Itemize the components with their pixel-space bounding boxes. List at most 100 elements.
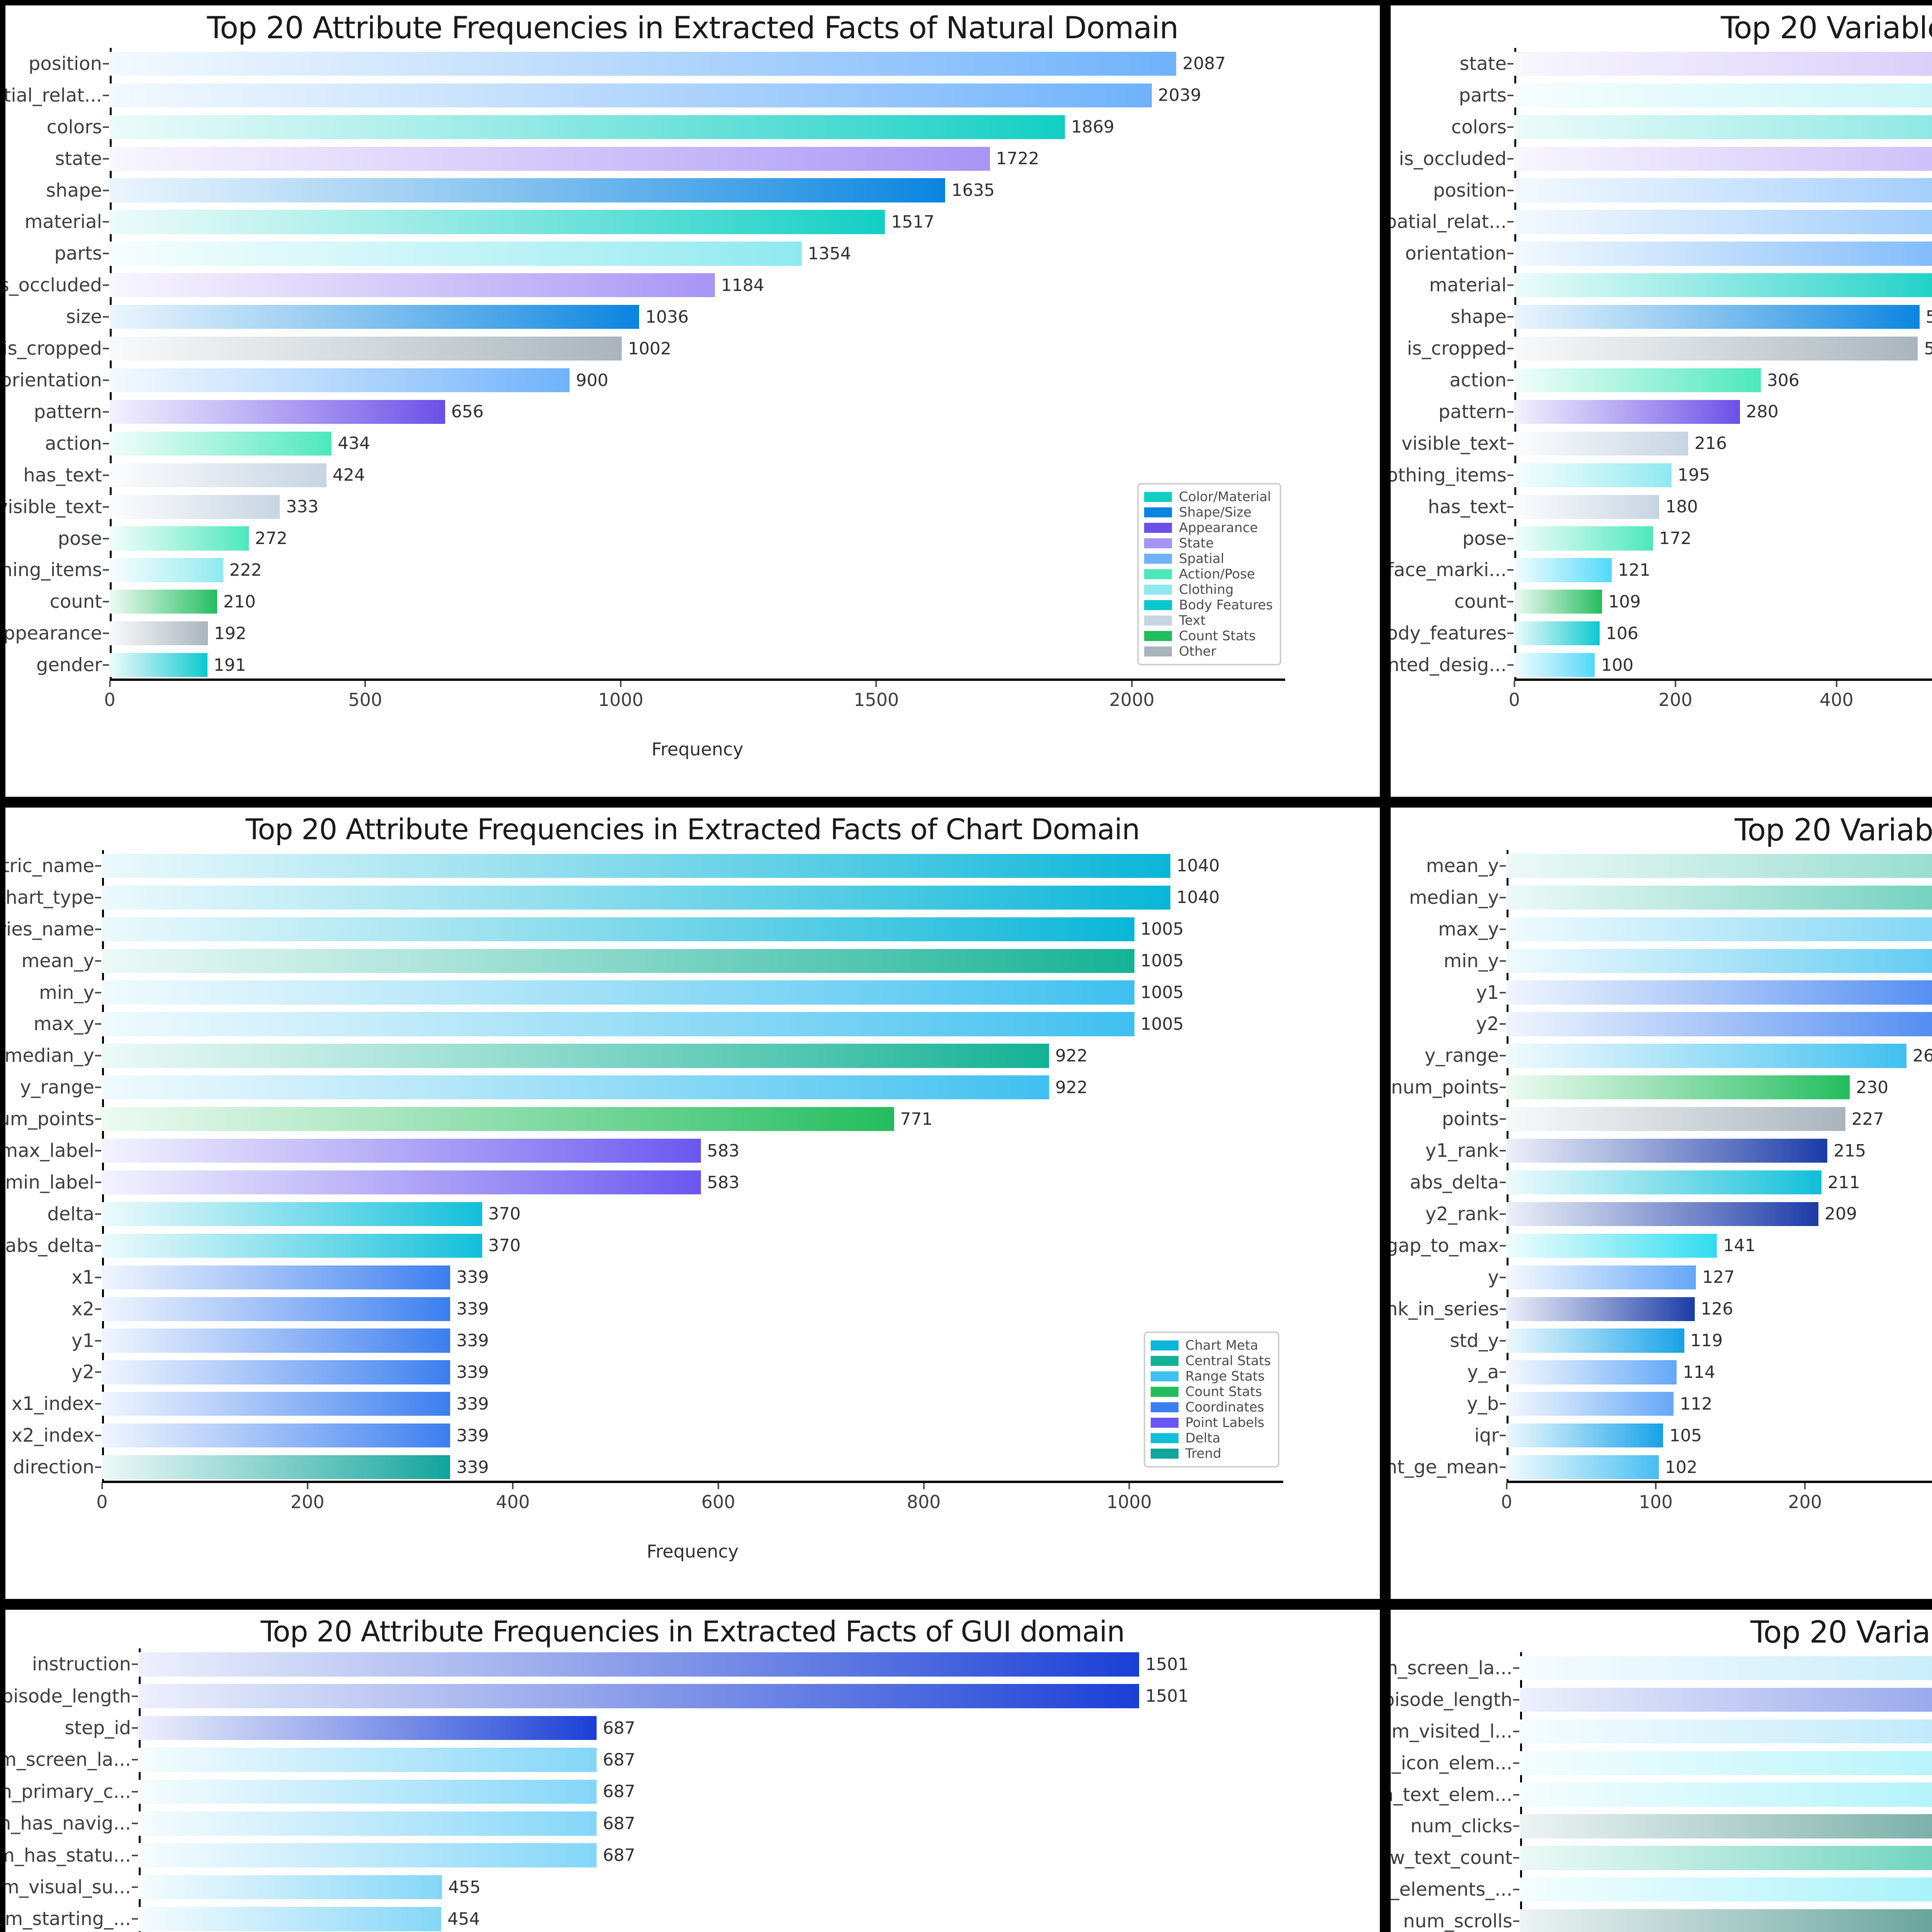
bar-row: max_y 1005 [34, 1009, 1283, 1040]
bar-row: num_scrolls 249 [1403, 1905, 1932, 1932]
category-label: y2 [71, 1361, 94, 1383]
legend-label: State [1179, 536, 1214, 551]
chart-panel-natural-vpir: Top 20 Variables Used in VPIR of Natural… [1385, 0, 1932, 802]
bar-row: is_occluded 924 [1399, 143, 1932, 175]
bar-container: 230 [1507, 1071, 1932, 1103]
y-tick-mark [1500, 1118, 1506, 1120]
x-tick-mark [1804, 1483, 1806, 1489]
bar-value-label: 339 [456, 1425, 489, 1446]
bar [110, 368, 570, 393]
bar-value-label: 454 [447, 1909, 480, 1929]
y-tick-mark [1507, 348, 1514, 350]
x-tick-mark [1131, 681, 1133, 687]
legend-label: Other [1179, 644, 1216, 659]
x-tick-mark [620, 681, 622, 687]
y-tick-mark [1507, 189, 1514, 191]
bar-row: num_points 771 [5, 1103, 1283, 1135]
y-tick-mark [1507, 664, 1514, 666]
category-label: y1_rank [1425, 1140, 1499, 1162]
bar [102, 1138, 701, 1163]
bar [1514, 621, 1600, 646]
legend-color-swatch [1144, 600, 1172, 610]
y-tick-mark [1513, 1825, 1519, 1827]
x-tick-mark [1514, 681, 1515, 687]
x-tick-mark [1674, 681, 1676, 687]
y-tick-mark [1500, 1403, 1506, 1405]
bar-container: 1248 [1514, 48, 1932, 80]
bar [139, 1811, 597, 1836]
category-label: material [1429, 274, 1507, 296]
legend-item: Count Stats [1144, 628, 1273, 644]
bar [102, 1423, 451, 1448]
bar [110, 526, 249, 551]
category-label: max_y [34, 1013, 94, 1035]
bar-value-label: 222 [229, 560, 262, 580]
y-axis-line [110, 48, 112, 681]
bar-container: 309 [1520, 1747, 1932, 1779]
bar [110, 400, 445, 424]
bar-container: 263 [1520, 1842, 1932, 1874]
bar-container: 1002 [110, 333, 1285, 364]
bar-row: action 306 [1449, 364, 1932, 396]
bar-row: body_features 106 [1391, 617, 1932, 649]
y-tick-mark [103, 601, 109, 603]
legend-color-swatch [1144, 492, 1172, 502]
bar-row: visible_text 333 [5, 491, 1285, 523]
bar-value-label: 1005 [1140, 1014, 1184, 1034]
bar-container: 333 [110, 491, 1285, 523]
bar-value-label: 211 [1827, 1172, 1860, 1192]
category-label: mean_y [21, 950, 94, 972]
x-tick-mark [1655, 1483, 1657, 1489]
chart-title: Top 20 Variables Used in VPIR of Chart D… [1735, 813, 1932, 848]
x-tick-label: 0 [1501, 1492, 1512, 1512]
bar-row: num_clicks 291 [1410, 1811, 1932, 1842]
chart-panel-gui-vpir: Top 20 Variables Used in VPIR of GUI dom… [1385, 1604, 1932, 1932]
bar-value-label: 172 [1659, 529, 1692, 549]
bar-container: 496 [1507, 882, 1932, 913]
bar-row: gap_to_max 141 [1391, 1230, 1932, 1262]
x-tick-label: 600 [701, 1492, 735, 1512]
y-tick-mark [95, 1371, 101, 1373]
bar [110, 273, 715, 298]
bar [102, 1012, 1134, 1036]
bar-container: 192 [110, 617, 1285, 649]
chart-panel-chart-facts: Top 20 Attribute Frequencies in Extracte… [0, 802, 1385, 1604]
y-tick-mark [103, 253, 109, 255]
bar-container: 922 [102, 1040, 1283, 1071]
bar [110, 83, 1152, 107]
bar-row: instruction 1501 [32, 1648, 1285, 1680]
bar [139, 1907, 442, 1931]
y-tick-mark [103, 411, 109, 413]
bar-container: 1354 [110, 238, 1285, 269]
bar-container: 102 [1507, 1451, 1932, 1483]
bar-container: 211 [1507, 1167, 1932, 1198]
x-axis-line [1507, 1481, 1932, 1483]
bar-value-label: 900 [576, 370, 609, 390]
bar-row: gender 191 [36, 649, 1285, 681]
bar-value-label: 1040 [1176, 888, 1220, 908]
legend-item: Action/Pose [1144, 566, 1273, 582]
y-tick-mark [1507, 316, 1514, 318]
bar-row: num_points 230 [1391, 1071, 1932, 1103]
category-label: parts [54, 243, 102, 265]
bar-row: metric_name 1040 [5, 850, 1283, 882]
bar-container: 114 [1507, 1357, 1932, 1388]
bar-value-label: 268 [1912, 1046, 1932, 1066]
x-tick: 200 [291, 1483, 325, 1512]
y-tick-mark [1507, 633, 1514, 634]
legend-item: Coordinates [1150, 1400, 1271, 1415]
bar-container: 687 [139, 1808, 1285, 1839]
category-label: y1 [1476, 981, 1499, 1003]
category-label: num_points [5, 1108, 94, 1130]
bar [1507, 1138, 1828, 1163]
bar-value-label: 210 [223, 592, 256, 612]
bar-rows: metric_name1040chart_type1040series_name… [5, 850, 1283, 1483]
x-tick-label: 200 [1788, 1492, 1822, 1512]
bar-row: position 2087 [29, 48, 1285, 80]
category-label: shape [46, 179, 102, 201]
plot-area: instruction 1501 episode_length 1501 step_id… [5, 1648, 1285, 1932]
bar [110, 115, 1065, 139]
bar-container: 370 [102, 1230, 1283, 1262]
